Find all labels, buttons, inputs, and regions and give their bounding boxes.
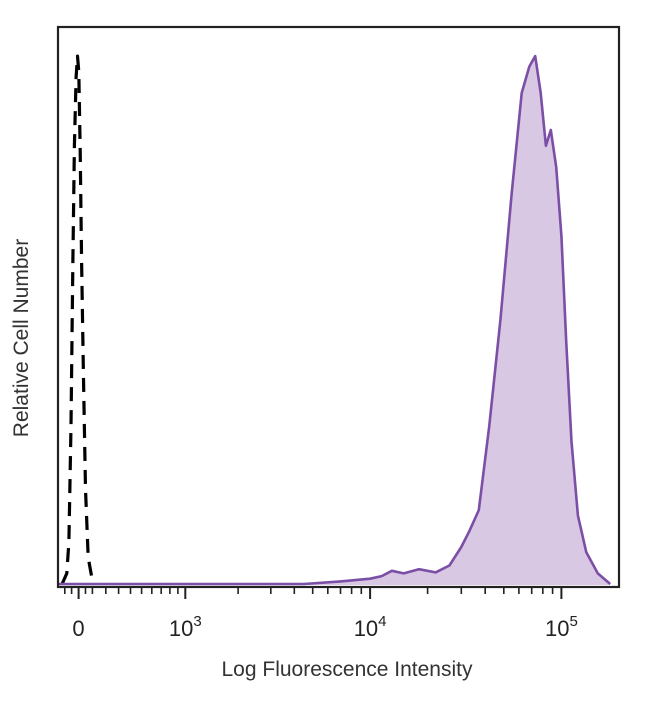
x-tick-label: 0 (72, 616, 84, 641)
histogram-line-2 (58, 54, 612, 586)
histogram-line-1 (60, 54, 95, 585)
x-axis-title: Log Fluorescence Intensity (222, 658, 473, 681)
x-axis: 0 103 104 105 (64, 587, 578, 641)
x-tick-label: 105 (545, 613, 578, 641)
x-tick-label: 103 (169, 613, 202, 641)
histogram-fill-2 (58, 56, 611, 586)
plot-frame (56, 25, 621, 589)
y-axis-title: Relative Cell Number (10, 239, 33, 437)
x-tick-label: 104 (354, 613, 387, 641)
